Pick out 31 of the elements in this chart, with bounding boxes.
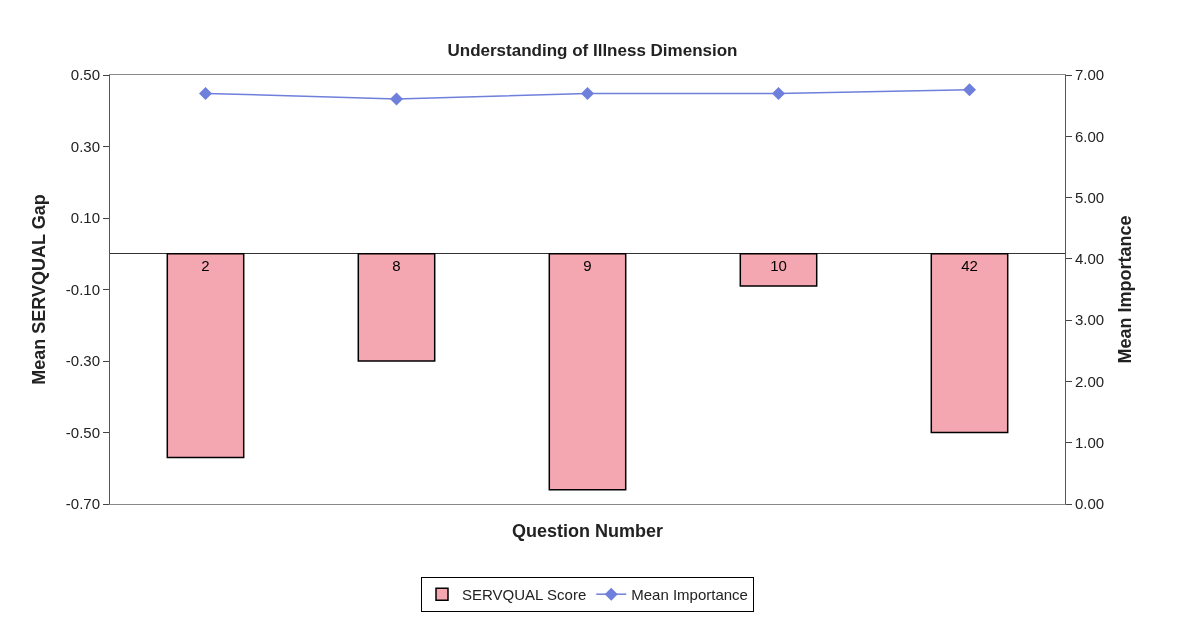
y-tick-label: -0.30 — [65, 352, 100, 370]
y-tick-label: -0.70 — [65, 495, 100, 513]
x-axis-title: Question Number — [511, 521, 664, 542]
y-axis-title: Mean SERVQUAL Gap — [29, 194, 49, 385]
y2-tick-label: 5.00 — [1075, 188, 1105, 206]
y2-tick-label: 2.00 — [1075, 372, 1105, 390]
chart-title: Understanding of Illness Dimension — [447, 40, 738, 60]
y-tick-label: 0.30 — [70, 137, 100, 155]
point — [581, 86, 594, 100]
x-tick-label: 8 — [392, 256, 401, 274]
point — [963, 83, 976, 97]
point — [390, 92, 403, 106]
legend-label: SERVQUAL Score — [462, 586, 587, 604]
y2-tick-label: 0.00 — [1075, 495, 1105, 513]
point — [772, 86, 785, 100]
x-tick-label: 2 — [201, 256, 210, 274]
y-tick-label: -0.10 — [65, 280, 100, 298]
y-tick-label: 0.10 — [70, 209, 100, 227]
y2-tick-label: 3.00 — [1075, 311, 1105, 329]
y2-tick-label: 7.00 — [1075, 66, 1105, 84]
y-tick-label: 0.50 — [70, 66, 100, 84]
y2-axis-title: Mean Importance — [1115, 215, 1136, 364]
x-tick-label: 10 — [770, 256, 787, 274]
y2-tick-label: 4.00 — [1075, 250, 1105, 268]
x-tick-label: 42 — [961, 256, 978, 274]
x-tick-label: 9 — [583, 256, 592, 274]
y2-tick-label: 1.00 — [1075, 433, 1105, 451]
legend-label: Mean Importance — [631, 586, 748, 604]
y2-tick-label: 6.00 — [1075, 127, 1105, 145]
y-tick-label: -0.50 — [65, 423, 100, 441]
point — [199, 86, 212, 100]
